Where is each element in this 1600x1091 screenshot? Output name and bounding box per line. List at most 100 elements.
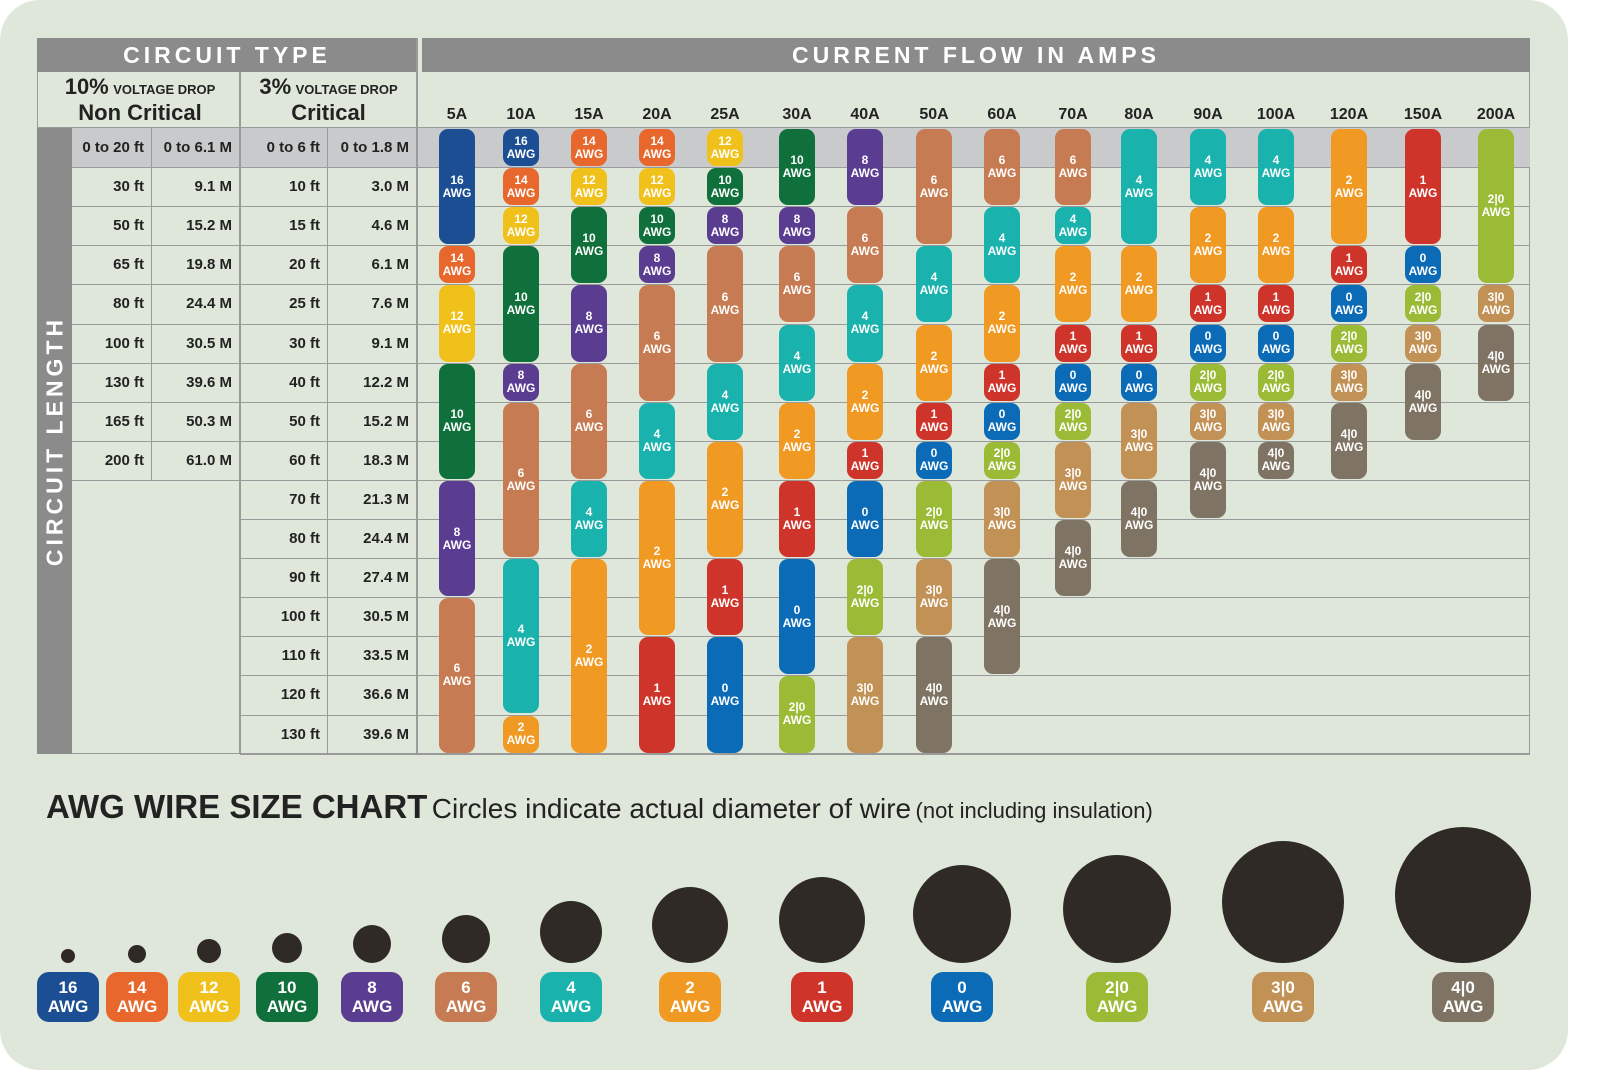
gauge-number: 14 [582,133,596,148]
awg-unit: AWG [1334,185,1364,200]
awg-unit: AWG [919,459,949,474]
length-cell: 50.3 M [186,412,232,430]
wire-segment: 2|0 AWG [1190,363,1226,401]
footer-note: (not including insulation) [915,798,1153,823]
awg-unit: AWG [642,342,672,357]
awg-unit: AWG [550,997,592,1016]
row-line [240,519,1530,520]
awg-unit: AWG [574,517,604,532]
wire-segment: 1 AWG [1121,324,1157,362]
length-cell: 33.5 M [363,647,409,665]
gauge-number: 4 [998,231,1006,246]
wire-segment: 8 AWG [707,207,743,245]
awg-unit: AWG [506,478,536,493]
wire-segment: 1 AWG [1190,285,1226,323]
wire-diameter-circle [1395,827,1531,963]
gauge-number: 6 [861,231,869,246]
wire-segment: 4 AWG [1258,129,1294,206]
wire-diameter-circle [913,865,1011,963]
length-cell: 24.4 M [363,530,409,547]
row-line [240,753,1530,755]
awg-unit: AWG [1262,997,1304,1016]
gauge-number: 12 [514,211,528,226]
awg-unit: AWG [642,557,672,572]
awg-unit: AWG [782,615,812,630]
awg-unit: AWG [1481,205,1511,220]
wire-segment: 2|0 AWG [984,441,1020,479]
gauge-number: 2 [585,641,593,656]
wire-diameter-circle [353,925,391,963]
length-cell: 90 ft [289,569,320,587]
wire-segment: 8 AWG [439,480,475,597]
awg-unit: AWG [919,517,949,532]
wire-segment: 1 AWG [639,637,675,753]
gauge-number: 3|0 [1487,289,1505,304]
gauge-number: 2 [1272,231,1280,246]
length-cell: 9.1 M [194,178,232,196]
amp-label: 90A [1193,106,1223,123]
awg-unit: AWG [642,146,672,161]
length-cell: 20 ft [289,256,320,274]
length-cell: 6.1 M [371,256,409,274]
gauge-number: 6 [585,407,593,422]
awg-unit: AWG [850,517,880,532]
awg-unit: AWG [1442,997,1484,1016]
row-line [240,558,1530,560]
non-critical-header: 10% VOLTAGE DROP Non Critical [40,74,240,126]
length-cell: 12.2 M [363,373,409,391]
gauge-number: 6 [653,329,661,344]
label: Non Critical [78,100,202,125]
gauge-number: 12 [582,172,596,187]
gauge-badge: 0 AWG [931,972,993,1022]
gauge-number: 8 [453,524,461,539]
wire-segment: 3|0 AWG [1055,441,1091,518]
gauge-number: 1 [817,978,827,997]
gauge-number: 16 [58,978,78,997]
wire-segment: 1 AWG [779,480,815,558]
circuit-type-header: CIRCUIT TYPE [37,38,417,72]
length-cell: 50 ft [289,412,320,430]
awg-unit: AWG [801,997,843,1016]
gauge-number: 0 [793,602,801,617]
gauge-number: 2 [653,544,661,559]
awg-unit: AWG [574,185,604,200]
awg-unit: AWG [574,322,604,337]
gauge-number: 14 [650,133,664,148]
wire-segment: 1 AWG [847,441,883,479]
wire-segment: 4|0 AWG [1190,441,1226,518]
wire-segment: 2 AWG [1055,246,1091,323]
gauge-number: 3|0 [1130,426,1148,441]
wire-segment: 2|0 AWG [1405,285,1441,323]
awg-unit: AWG [506,302,536,317]
gauge-number: 0 [1069,368,1077,383]
awg-unit: AWG [850,166,880,181]
awg-unit: AWG [1408,185,1438,200]
awg-unit: AWG [850,693,880,708]
amp-label: 100A [1256,106,1296,123]
gauge-number: 10 [450,407,464,422]
awg-unit: AWG [1334,381,1364,396]
awg-unit: AWG [506,635,536,650]
amp-label: 50A [919,106,949,123]
length-cell: 30 ft [289,334,320,352]
awg-unit: AWG [710,224,740,239]
gauge-number: 0 [1272,329,1280,344]
gauge-number: 1 [1419,172,1427,187]
wire-segment: 8 AWG [779,207,815,245]
awg-unit: AWG [1261,166,1291,181]
gauge-number: 0 [721,680,729,695]
awg-unit: AWG [1124,381,1154,396]
wire-segment: 0 AWG [1121,363,1157,401]
wire-segment: 0 AWG [847,480,883,558]
gauge-number: 1 [861,446,869,461]
gauge-number: 2|0 [1414,289,1432,304]
wire-diameter-circle [540,901,602,963]
wire-segment: 2 AWG [1121,246,1157,323]
gauge-number: 0 [1345,289,1353,304]
gauge-number: 2 [1204,231,1212,246]
gauge-number: 4|0 [1199,465,1217,480]
col-divider [416,38,418,754]
gauge-number: 8 [721,211,729,226]
gauge-number: 2|0 [1267,368,1285,383]
gauge-number: 6 [517,465,525,480]
